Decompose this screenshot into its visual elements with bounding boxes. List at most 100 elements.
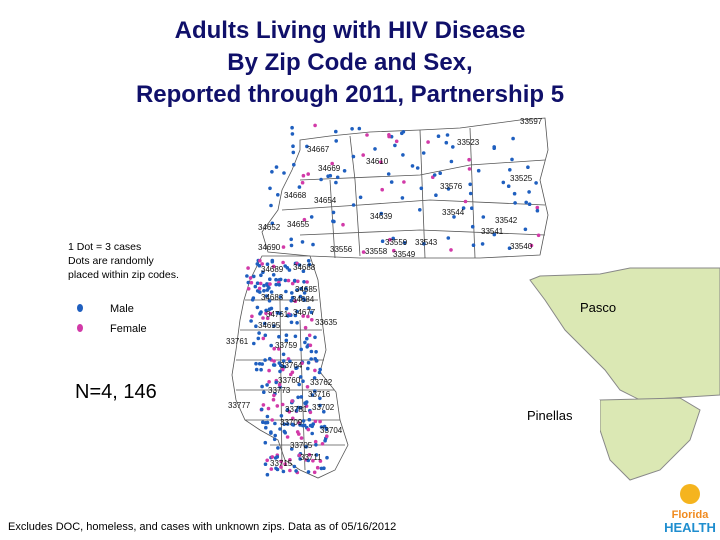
zip-label: 33711 — [300, 453, 322, 462]
case-dot — [451, 145, 455, 149]
case-dot — [283, 430, 288, 435]
case-dot — [434, 193, 438, 197]
case-dot — [264, 308, 268, 313]
zip-label: 33777 — [228, 401, 251, 410]
case-dot — [351, 203, 356, 207]
case-dot — [302, 280, 306, 284]
case-dot — [318, 396, 322, 401]
case-dot — [284, 306, 289, 311]
case-dot — [536, 233, 541, 238]
case-dot — [285, 407, 290, 412]
case-dot — [341, 222, 345, 227]
case-dot — [296, 395, 300, 400]
case-dot — [296, 279, 300, 284]
case-dot — [320, 442, 325, 446]
case-dot — [258, 311, 262, 316]
case-dot — [295, 430, 300, 434]
case-dot — [310, 431, 315, 436]
case-dot — [305, 336, 309, 341]
case-dot — [306, 314, 310, 319]
case-dot — [255, 281, 260, 286]
case-dot — [302, 217, 307, 222]
case-dot — [446, 236, 451, 240]
zip-label: 34654 — [314, 196, 337, 205]
case-dot — [388, 237, 392, 242]
case-dot — [358, 195, 363, 200]
case-dot — [286, 314, 290, 318]
case-dot — [468, 191, 473, 196]
case-dot — [297, 382, 302, 387]
case-dot — [252, 274, 256, 279]
case-dot — [317, 370, 322, 375]
case-dot — [501, 180, 506, 185]
case-dot — [294, 408, 299, 413]
case-dot — [373, 147, 377, 151]
case-dot — [330, 161, 335, 166]
case-dot — [480, 242, 485, 246]
case-dot — [313, 335, 317, 340]
case-dot — [276, 446, 280, 450]
zip-label: 33597 — [520, 117, 543, 126]
zip-label: 34639 — [370, 212, 393, 221]
zip-label: 33709 — [280, 418, 303, 427]
case-dot — [287, 268, 292, 272]
case-dot — [258, 281, 263, 286]
case-dot — [275, 404, 280, 408]
case-dot — [511, 136, 515, 141]
case-dot — [258, 290, 262, 294]
case-dot — [267, 380, 271, 384]
case-dot — [445, 133, 450, 137]
case-dot — [300, 361, 304, 366]
zip-label: 34689 — [261, 265, 284, 274]
case-dot — [265, 420, 270, 425]
case-dot — [262, 283, 266, 288]
case-dot — [295, 321, 299, 325]
case-dot — [527, 190, 531, 194]
case-dot — [334, 180, 338, 185]
case-dot — [481, 215, 486, 219]
case-dot — [257, 263, 262, 268]
case-dot — [313, 389, 317, 393]
zip-label: 33764 — [280, 361, 303, 370]
case-dot — [273, 421, 277, 426]
zip-label: 33576 — [440, 182, 463, 191]
case-dot — [313, 123, 317, 128]
case-dot — [254, 324, 258, 329]
case-dot — [272, 363, 277, 367]
case-dot — [290, 125, 294, 130]
case-dot — [325, 455, 329, 460]
case-dot — [245, 274, 249, 278]
zip-label: 33549 — [393, 250, 416, 259]
case-dot — [301, 419, 306, 423]
case-dot — [282, 422, 287, 427]
zip-labels: 33597 33523 34667 34610 34669 33525 33576 34668… — [226, 117, 543, 468]
zip-label: 33558 — [365, 247, 388, 256]
case-dot — [389, 180, 394, 184]
case-dot — [265, 282, 269, 286]
case-dot — [263, 358, 267, 362]
case-dot — [313, 419, 318, 424]
case-dot — [312, 376, 317, 380]
case-dot — [291, 150, 296, 155]
case-dot — [379, 211, 384, 216]
case-dot — [265, 383, 269, 387]
case-dot — [268, 186, 272, 191]
case-dot — [308, 343, 313, 348]
case-dot — [324, 427, 329, 432]
case-dot — [250, 314, 254, 319]
case-dot — [446, 187, 451, 191]
case-dot — [279, 459, 284, 464]
case-dot — [535, 208, 540, 213]
case-dot — [315, 465, 320, 470]
case-dot — [281, 367, 285, 372]
zip-label: 34695 — [258, 321, 281, 330]
case-dot — [303, 325, 308, 330]
case-dot — [268, 282, 272, 286]
case-dot — [299, 286, 303, 291]
case-dot — [380, 239, 385, 243]
case-dot — [318, 419, 322, 424]
case-dot — [415, 166, 420, 170]
case-dot — [527, 202, 532, 206]
case-dot — [292, 162, 296, 167]
legend-label: Male — [110, 303, 134, 315]
